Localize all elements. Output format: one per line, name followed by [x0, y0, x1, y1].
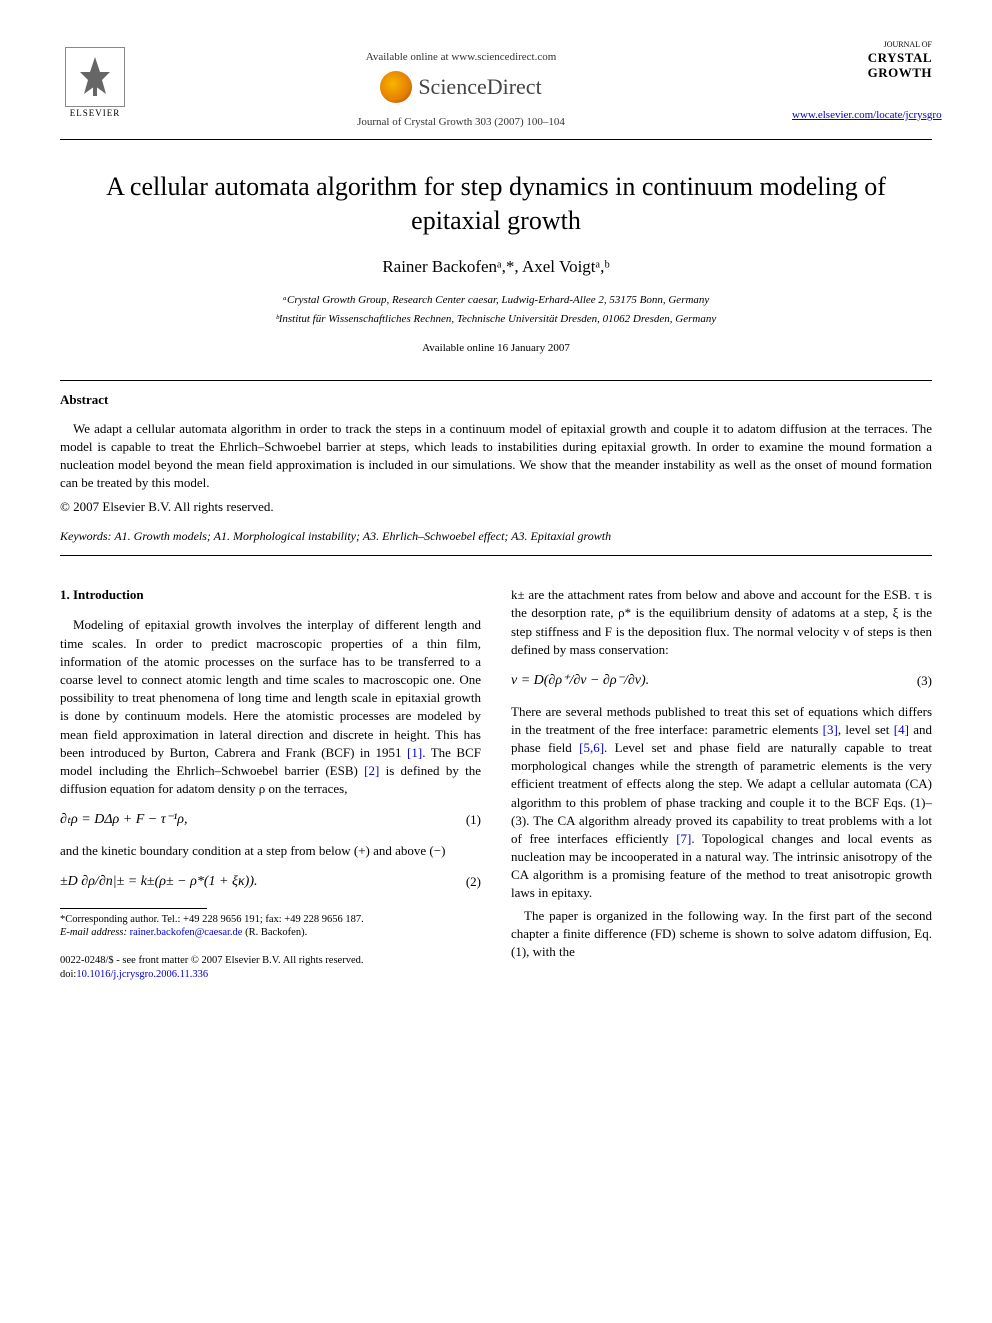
sd-brand-text: ScienceDirect: [418, 72, 541, 103]
citation-1[interactable]: [1]: [407, 745, 422, 760]
equation-3: v = D(∂ρ⁺/∂ν − ∂ρ⁻/∂ν). (3): [511, 671, 932, 691]
bottom-publication-info: 0022-0248/$ - see front matter © 2007 El…: [60, 954, 481, 981]
page-header: ELSEVIER Available online at www.science…: [60, 40, 932, 131]
intro-paragraph-1: Modeling of epitaxial growth involves th…: [60, 616, 481, 798]
right-paragraph-3: The paper is organized in the following …: [511, 907, 932, 962]
journal-name-1: CRYSTAL: [792, 50, 932, 66]
abstract-copyright: © 2007 Elsevier B.V. All rights reserved…: [60, 498, 932, 516]
center-header: Available online at www.sciencedirect.co…: [130, 40, 792, 131]
journal-name-2: GROWTH: [792, 65, 932, 81]
citation-4[interactable]: [4]: [894, 722, 909, 737]
equation-2: ±D ∂ρ/∂n|± = k±(ρ± − ρ*(1 + ξκ)). (2): [60, 872, 481, 892]
citation-2[interactable]: [2]: [364, 763, 379, 778]
eq2-body: ±D ∂ρ/∂n|± = k±(ρ± − ρ*(1 + ξκ)).: [60, 872, 258, 892]
front-matter-line: 0022-0248/$ - see front matter © 2007 El…: [60, 954, 481, 968]
eq1-number: (1): [466, 811, 481, 829]
abstract-bottom-rule: [60, 555, 932, 556]
body-columns: 1. Introduction Modeling of epitaxial gr…: [60, 586, 932, 981]
keywords-line: Keywords: A1. Growth models; A1. Morphol…: [60, 528, 932, 545]
eq1-body: ∂ₜρ = DΔρ + F − τ⁻¹ρ,: [60, 810, 188, 830]
keywords-text: A1. Growth models; A1. Morphological ins…: [112, 529, 612, 543]
equation-1: ∂ₜρ = DΔρ + F − τ⁻¹ρ, (1): [60, 810, 481, 830]
right-paragraph-1: k± are the attachment rates from below a…: [511, 586, 932, 659]
footnote-email-label: E-mail address:: [60, 927, 127, 938]
sd-swirl-icon: [380, 71, 412, 103]
doi-line: doi:10.1016/j.jcrysgro.2006.11.336: [60, 968, 481, 982]
right-column: k± are the attachment rates from below a…: [511, 586, 932, 981]
citation-5-6[interactable]: [5,6]: [579, 740, 604, 755]
keywords-label: Keywords:: [60, 529, 112, 543]
footnote-tail: (R. Backofen).: [242, 927, 307, 938]
available-online-text: Available online at www.sciencedirect.co…: [130, 50, 792, 65]
eq3-number: (3): [917, 672, 932, 690]
affiliation-b: ᵇInstitut für Wissenschaftliches Rechnen…: [60, 312, 932, 327]
doi-value[interactable]: 10.1016/j.jcrysgro.2006.11.336: [76, 969, 208, 980]
article-title: A cellular automata algorithm for step d…: [100, 170, 892, 238]
journal-reference: Journal of Crystal Growth 303 (2007) 100…: [130, 115, 792, 130]
doi-label: doi:: [60, 969, 76, 980]
sciencedirect-logo: ScienceDirect: [130, 71, 792, 103]
eq3-body: v = D(∂ρ⁺/∂ν − ∂ρ⁻/∂ν).: [511, 671, 649, 691]
right-paragraph-2: There are several methods published to t…: [511, 703, 932, 903]
footnote-email-link[interactable]: rainer.backofen@caesar.de: [127, 927, 242, 938]
elsevier-tree-icon: [65, 47, 125, 107]
citation-7[interactable]: [7]: [676, 831, 691, 846]
abstract-heading: Abstract: [60, 391, 932, 409]
citation-3[interactable]: [3]: [823, 722, 838, 737]
header-rule: [60, 139, 932, 140]
eq2-number: (2): [466, 873, 481, 891]
authors: Rainer Backofenᵃ,*, Axel Voigtᵃ,ᵇ: [60, 255, 932, 279]
p1-text-a: Modeling of epitaxial growth involves th…: [60, 617, 481, 759]
journal-url-link[interactable]: www.elsevier.com/locate/jcrysgro: [792, 109, 942, 121]
footnote-line-1: *Corresponding author. Tel.: +49 228 965…: [60, 913, 481, 927]
footnote-rule: [60, 908, 207, 909]
intro-paragraph-2: and the kinetic boundary condition at a …: [60, 842, 481, 860]
section-1-heading: 1. Introduction: [60, 586, 481, 604]
corresponding-footnote: *Corresponding author. Tel.: +49 228 965…: [60, 913, 481, 940]
journal-logo-block: JOURNAL OF CRYSTAL GROWTH www.elsevier.c…: [792, 40, 932, 122]
abstract-body: We adapt a cellular automata algorithm i…: [60, 420, 932, 493]
elsevier-label: ELSEVIER: [70, 107, 121, 120]
footnote-line-2: E-mail address: rainer.backofen@caesar.d…: [60, 926, 481, 940]
abstract-top-rule: [60, 380, 932, 381]
journal-small-text: JOURNAL OF: [792, 40, 932, 50]
elsevier-logo: ELSEVIER: [60, 40, 130, 120]
affiliation-a: ᵃCrystal Growth Group, Research Center c…: [60, 293, 932, 308]
date-available-online: Available online 16 January 2007: [60, 341, 932, 356]
left-column: 1. Introduction Modeling of epitaxial gr…: [60, 586, 481, 981]
rp2-b: , level set: [838, 722, 894, 737]
